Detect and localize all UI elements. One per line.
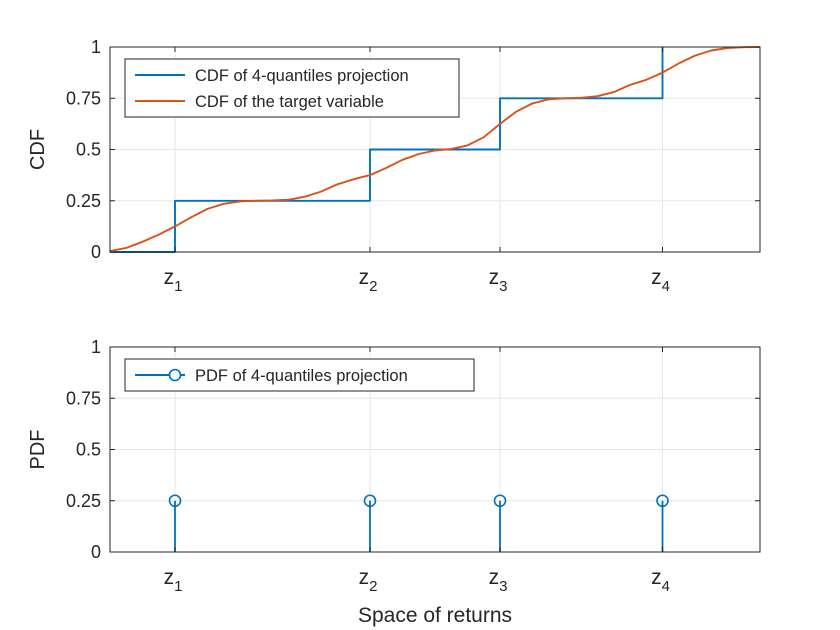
legend-label: CDF of 4-quantiles projection bbox=[195, 67, 409, 85]
legend-label: PDF of 4-quantiles projection bbox=[195, 367, 408, 385]
stem-marker bbox=[363, 494, 377, 508]
legend-label: CDF of the target variable bbox=[195, 93, 384, 111]
y-tick-label: 0.75 bbox=[66, 88, 101, 108]
y-tick-label: 0 bbox=[91, 242, 101, 262]
x-tick-label: z2 bbox=[359, 266, 378, 295]
y-tick-label: 0.25 bbox=[66, 491, 101, 511]
target-cdf-line bbox=[109, 46, 761, 252]
x-tick-label: z1 bbox=[164, 566, 183, 595]
cdf-axes: 0 0.25 0.5 0.75 1 z1 z2 z3 z4 CDF CDF of 4-quantil… bbox=[27, 37, 761, 295]
projection-cdf-line bbox=[110, 47, 664, 253]
stem-marker bbox=[493, 494, 507, 508]
stem-marker bbox=[656, 494, 669, 508]
y-tick-label: 1 bbox=[91, 337, 101, 357]
y-tick-label: 0 bbox=[91, 542, 101, 562]
x-axis-label: Space of returns bbox=[358, 604, 512, 627]
y-tick-label: 0.25 bbox=[66, 191, 101, 211]
x-tick-label: z1 bbox=[164, 266, 183, 295]
x-tick-label: z4 bbox=[651, 266, 670, 295]
x-tick-label: z4 bbox=[651, 566, 670, 595]
y-tick-label: 0.5 bbox=[76, 140, 101, 160]
pdf-axes: 0 0.25 0.5 0.75 1 z1 z2 z3 z4 PDF Space of returns… bbox=[27, 337, 761, 627]
x-tick-label: z3 bbox=[489, 266, 508, 295]
stem-marker bbox=[168, 494, 182, 508]
legend: PDF of 4-quantiles projection bbox=[124, 358, 475, 392]
legend-box bbox=[124, 58, 460, 118]
y-tick-label: 0.75 bbox=[66, 388, 101, 408]
x-tick-label: z2 bbox=[359, 566, 378, 595]
y-axis-label-cdf: CDF bbox=[27, 129, 49, 170]
legend: CDF of 4-quantiles projection CDF of the … bbox=[124, 58, 460, 118]
y-axis-label-pdf: PDF bbox=[27, 430, 49, 470]
legend-marker bbox=[168, 368, 182, 382]
x-tick-label: z3 bbox=[489, 566, 508, 595]
y-tick-label: 0.5 bbox=[76, 440, 101, 460]
y-tick-label: 1 bbox=[91, 37, 101, 57]
